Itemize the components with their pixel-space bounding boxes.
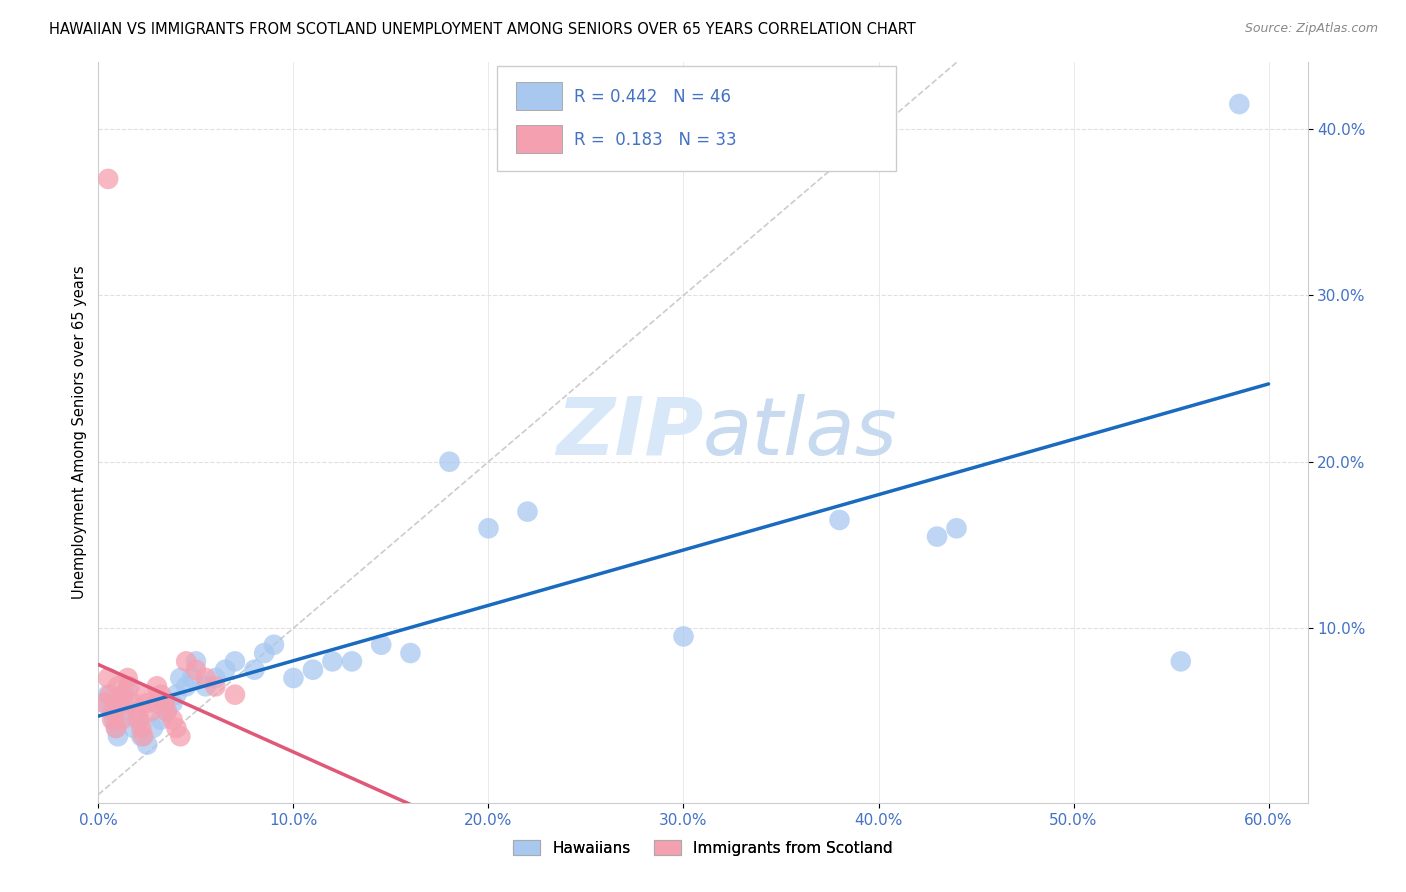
- Point: [214, 663, 236, 677]
- Point: [181, 671, 204, 685]
- Point: [103, 704, 125, 718]
- Point: [204, 671, 226, 685]
- Point: [122, 721, 145, 735]
- Point: [97, 172, 120, 186]
- Point: [162, 696, 184, 710]
- FancyBboxPatch shape: [516, 125, 561, 153]
- Point: [112, 704, 135, 718]
- Point: [132, 729, 155, 743]
- Point: [194, 671, 217, 685]
- Point: [107, 729, 129, 743]
- Point: [165, 721, 187, 735]
- FancyBboxPatch shape: [516, 82, 561, 110]
- Point: [128, 713, 150, 727]
- Point: [104, 721, 127, 735]
- Point: [194, 679, 217, 693]
- Point: [184, 654, 207, 668]
- Point: [243, 663, 266, 677]
- Point: [224, 688, 246, 702]
- Text: ZIP: ZIP: [555, 393, 703, 472]
- Point: [340, 654, 363, 668]
- Point: [108, 696, 131, 710]
- Point: [925, 530, 948, 544]
- Point: [142, 721, 165, 735]
- Point: [118, 696, 141, 710]
- Point: [399, 646, 422, 660]
- Point: [302, 663, 325, 677]
- Point: [136, 738, 159, 752]
- Text: R =  0.183   N = 33: R = 0.183 N = 33: [574, 131, 737, 149]
- Point: [149, 688, 172, 702]
- Point: [253, 646, 276, 660]
- Point: [118, 679, 141, 693]
- Point: [93, 696, 115, 710]
- Point: [156, 704, 179, 718]
- Point: [122, 696, 145, 710]
- Point: [101, 713, 124, 727]
- Point: [156, 704, 179, 718]
- Point: [153, 696, 176, 710]
- Point: [224, 654, 246, 668]
- Point: [184, 663, 207, 677]
- Point: [283, 671, 305, 685]
- Point: [112, 688, 135, 702]
- Point: [1227, 97, 1250, 112]
- Point: [111, 688, 134, 702]
- Y-axis label: Unemployment Among Seniors over 65 years: Unemployment Among Seniors over 65 years: [72, 266, 87, 599]
- Point: [174, 654, 197, 668]
- Point: [516, 505, 538, 519]
- Text: R = 0.442   N = 46: R = 0.442 N = 46: [574, 88, 731, 106]
- Point: [1170, 654, 1192, 668]
- Text: HAWAIIAN VS IMMIGRANTS FROM SCOTLAND UNEMPLOYMENT AMONG SENIORS OVER 65 YEARS CO: HAWAIIAN VS IMMIGRANTS FROM SCOTLAND UNE…: [49, 22, 915, 37]
- Point: [945, 521, 967, 535]
- Point: [131, 729, 153, 743]
- Point: [169, 671, 191, 685]
- Legend: Hawaiians, Immigrants from Scotland: Hawaiians, Immigrants from Scotland: [506, 834, 900, 862]
- Point: [672, 629, 695, 643]
- Point: [101, 704, 124, 718]
- Point: [117, 671, 139, 685]
- Point: [370, 638, 392, 652]
- Point: [127, 704, 149, 718]
- Point: [165, 688, 187, 702]
- FancyBboxPatch shape: [498, 66, 897, 170]
- Point: [127, 713, 149, 727]
- Point: [97, 671, 120, 685]
- Point: [263, 638, 285, 652]
- Point: [439, 455, 461, 469]
- Point: [103, 713, 125, 727]
- Point: [149, 713, 172, 727]
- Point: [321, 654, 343, 668]
- Point: [131, 721, 153, 735]
- Point: [174, 679, 197, 693]
- Point: [204, 679, 226, 693]
- Point: [104, 721, 127, 735]
- Point: [169, 729, 191, 743]
- Point: [477, 521, 499, 535]
- Text: atlas: atlas: [703, 393, 898, 472]
- Point: [117, 679, 139, 693]
- Point: [93, 696, 115, 710]
- Point: [828, 513, 851, 527]
- Point: [162, 713, 184, 727]
- Point: [107, 679, 129, 693]
- Point: [146, 679, 169, 693]
- Text: Source: ZipAtlas.com: Source: ZipAtlas.com: [1244, 22, 1378, 36]
- Point: [111, 713, 134, 727]
- Point: [97, 688, 120, 702]
- Point: [134, 688, 156, 702]
- Point: [146, 696, 169, 710]
- Point: [136, 696, 159, 710]
- Point: [139, 704, 162, 718]
- Point: [98, 688, 121, 702]
